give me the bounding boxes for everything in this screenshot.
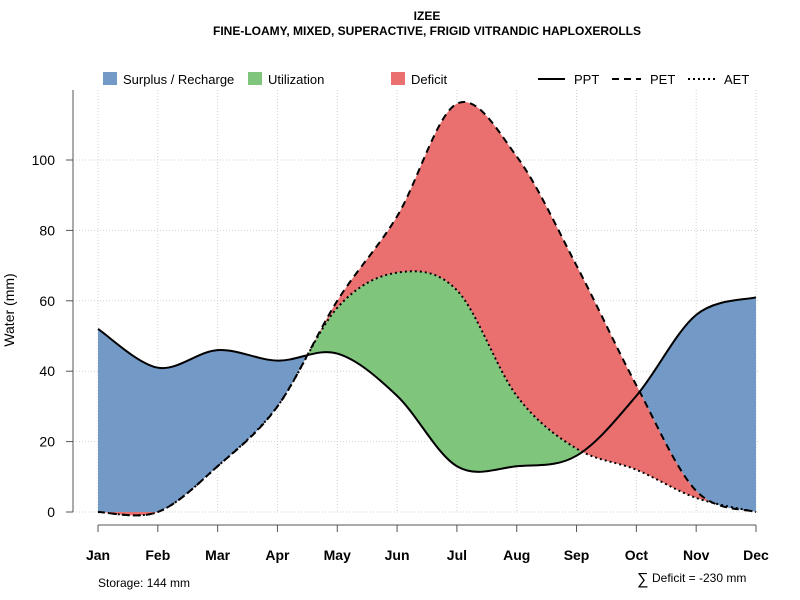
- x-tick-label-aug: Aug: [503, 547, 530, 563]
- sigma-icon: ∑: [637, 571, 648, 588]
- deficit-annotation: Deficit = -230 mm: [652, 571, 746, 585]
- x-tick-label-jun: Jun: [385, 547, 410, 563]
- y-tick-label-60: 60: [39, 293, 55, 309]
- legend-label-aet: AET: [724, 72, 749, 87]
- legend-label-pet: PET: [650, 72, 675, 87]
- x-tick-label-apr: Apr: [265, 547, 290, 563]
- x-tick-label-jul: Jul: [447, 547, 467, 563]
- y-tick-label-100: 100: [32, 152, 56, 168]
- x-tick-label-nov: Nov: [683, 547, 710, 563]
- legend-label-ppt: PPT: [574, 72, 599, 87]
- series-line-ppt: [97, 296, 757, 473]
- y-axis-label: Water (mm): [1, 273, 17, 346]
- x-tick-label-jan: Jan: [86, 547, 110, 563]
- legend-swatch-deficit: [391, 72, 405, 85]
- legend: Surplus / Recharge Utilization Deficit P…: [103, 72, 749, 87]
- y-tick-label-40: 40: [39, 363, 55, 379]
- x-tick-label-dec: Dec: [743, 547, 769, 563]
- x-tick-label-oct: Oct: [625, 547, 649, 563]
- y-tick-label-0: 0: [47, 504, 55, 520]
- area-surplus-recharge: [98, 297, 756, 512]
- chart-title: IZEE: [414, 9, 441, 23]
- x-tick-label-feb: Feb: [145, 547, 170, 563]
- legend-label-deficit: Deficit: [411, 72, 448, 87]
- legend-swatch-surplus: [103, 72, 117, 85]
- axes: 0 20 40 60 80 100 Jan Feb Mar Apr May Jun Jul Aug Sep O…: [32, 90, 769, 563]
- y-tick-label-80: 80: [39, 222, 55, 238]
- legend-label-utilization: Utilization: [268, 72, 324, 87]
- chart-subtitle: FINE-LOAMY, MIXED, SUPERACTIVE, FRIGID V…: [213, 24, 641, 38]
- x-tick-label-mar: Mar: [205, 547, 230, 563]
- y-tick-label-20: 20: [39, 434, 55, 450]
- series-line-aet: [97, 270, 757, 517]
- x-tick-label-sep: Sep: [564, 547, 590, 563]
- series-lines: [97, 101, 757, 517]
- storage-annotation: Storage: 144 mm: [98, 576, 190, 590]
- legend-swatch-utilization: [248, 72, 262, 85]
- areas: [98, 102, 756, 516]
- legend-label-surplus: Surplus / Recharge: [123, 72, 234, 87]
- area-surplus-group: [98, 297, 756, 512]
- x-tick-label-may: May: [324, 547, 351, 563]
